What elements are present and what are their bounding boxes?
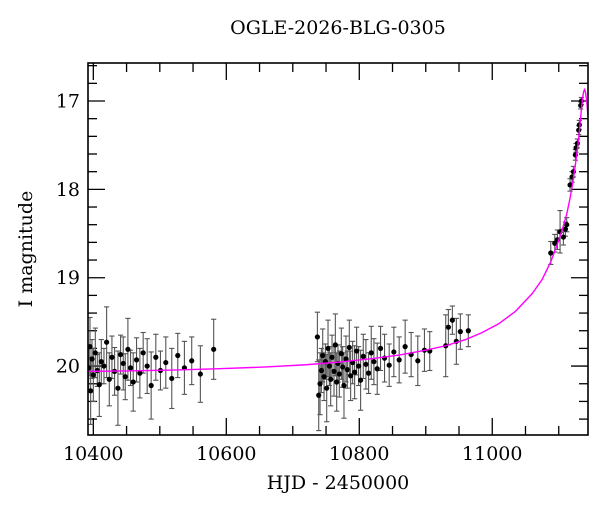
data-point <box>328 376 334 382</box>
data-point <box>457 329 463 335</box>
data-point <box>117 351 124 358</box>
data-point <box>377 345 384 352</box>
data-point <box>324 385 330 391</box>
y-tick-label: 20 <box>56 356 80 378</box>
data-point <box>326 363 332 369</box>
data-point <box>352 369 358 375</box>
data-point <box>354 348 360 354</box>
data-point <box>175 352 181 359</box>
data-point <box>101 363 107 369</box>
data-point <box>96 382 102 388</box>
data-point <box>169 375 175 382</box>
data-point <box>115 385 121 391</box>
data-point <box>316 392 322 398</box>
data-point <box>153 354 159 360</box>
data-point <box>343 356 349 362</box>
data-point <box>340 364 346 370</box>
tick-labels: 10400 10600 10800 11000 17 18 19 20 <box>56 90 523 465</box>
data-point <box>144 363 150 369</box>
data-point <box>94 367 100 374</box>
data-point <box>374 366 380 372</box>
data-point <box>334 379 340 385</box>
plot-title: OGLE-2026-BLG-0305 <box>230 17 446 39</box>
data-point <box>360 353 366 359</box>
data-point <box>189 358 195 364</box>
x-axis-label: HJD - 2450000 <box>266 472 410 494</box>
data-point <box>317 381 323 387</box>
data-point <box>336 371 342 377</box>
data-point <box>109 354 115 360</box>
y-tick-label: 19 <box>56 267 80 289</box>
data-point <box>148 382 154 389</box>
x-tick-label: 11000 <box>462 443 522 465</box>
data-point <box>341 382 347 389</box>
data-point <box>564 222 570 228</box>
data-point <box>338 351 344 357</box>
data-point <box>363 361 369 367</box>
data-point <box>368 350 374 356</box>
axis-ticks <box>88 63 588 435</box>
data-point <box>445 324 451 330</box>
data-point <box>140 350 146 356</box>
data-point <box>358 377 364 383</box>
data-point <box>88 388 94 394</box>
x-tick-label: 10600 <box>196 443 256 465</box>
data-point <box>120 360 126 367</box>
data-point <box>130 379 136 385</box>
data-point <box>318 367 324 374</box>
data-point <box>331 368 337 374</box>
data-point <box>332 342 338 348</box>
data-point <box>98 359 104 365</box>
data-point <box>402 344 408 350</box>
data-point <box>465 328 471 334</box>
data-point <box>325 345 331 352</box>
data-point <box>560 234 566 240</box>
axes-box <box>87 62 589 436</box>
data-point <box>356 363 362 369</box>
data-point <box>562 226 568 232</box>
data-point <box>89 356 95 362</box>
data-point <box>321 374 327 380</box>
data-point <box>197 371 203 377</box>
model-curve <box>88 87 588 373</box>
data-point <box>88 365 92 371</box>
x-tick-label: 10800 <box>329 443 389 465</box>
data-point <box>371 359 377 365</box>
data-point <box>320 352 326 359</box>
data-point <box>104 339 110 345</box>
data-point <box>386 362 392 368</box>
data-point <box>348 373 354 379</box>
data-point <box>548 250 554 256</box>
data-point <box>365 370 372 376</box>
data-point <box>137 370 143 376</box>
y-tick-label: 17 <box>56 90 80 112</box>
data-point <box>122 374 128 380</box>
data-point <box>88 344 93 350</box>
data-point <box>133 357 140 363</box>
data-point <box>449 317 455 323</box>
data-point <box>552 240 558 246</box>
data-point <box>125 346 131 352</box>
data-point <box>344 367 350 373</box>
x-tick-label: 10400 <box>63 443 123 465</box>
data-point <box>127 365 134 371</box>
data-point <box>106 376 112 382</box>
data-point <box>90 372 96 378</box>
data-point <box>211 346 217 352</box>
data-point <box>329 354 335 360</box>
data-point <box>391 349 397 355</box>
y-tick-label: 18 <box>56 179 80 201</box>
data-point <box>163 359 169 366</box>
data-point <box>396 357 402 363</box>
data-point <box>346 344 352 351</box>
data-point <box>92 350 98 356</box>
data-point <box>314 334 320 340</box>
data-point <box>415 358 421 364</box>
data-point <box>567 182 573 188</box>
